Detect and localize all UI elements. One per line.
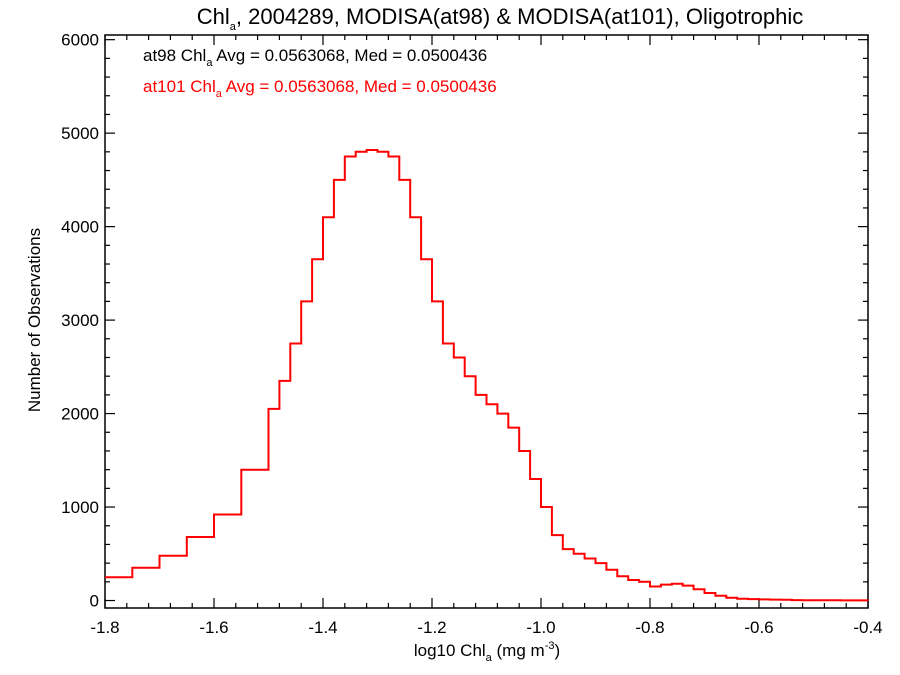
y-tick-label: 6000 [61,31,99,50]
y-tick-label: 3000 [61,311,99,330]
tick-labels: -1.8 -1.6 -1.4 -1.2 -1.0 -0.8 -0.6 -0.4 0 1000 200… [61,31,882,637]
x-tick-label: -1.0 [526,618,555,637]
histogram-series-line [105,149,869,602]
y-tick-label: 0 [90,592,99,611]
y-tick-label: 2000 [61,405,99,424]
x-tick-label: -1.6 [199,618,228,637]
y-tick-label: 1000 [61,498,99,517]
axes-frame [104,34,869,609]
x-tick-label: -0.6 [744,618,773,637]
x-tick-label: -0.8 [635,618,664,637]
axis-ticks [104,35,869,608]
x-axis-label: log10 Chla (mg m-3) [414,640,560,664]
x-tick-label: -1.4 [308,618,337,637]
annotation-at101: at101 Chla Avg = 0.0563068, Med = 0.0500… [143,77,497,100]
x-tick-label: -0.4 [853,618,882,637]
plot-area-border [104,34,869,609]
chart-title: Chla, 2004289, MODISA(at98) & MODISA(at1… [197,4,804,33]
x-tick-label: -1.2 [417,618,446,637]
y-axis-label: Number of Observations [25,228,44,412]
annotation-at98: at98 Chla Avg = 0.0563068, Med = 0.05004… [143,46,487,69]
x-tick-label: -1.8 [90,618,119,637]
y-tick-label: 4000 [61,218,99,237]
y-tick-label: 5000 [61,124,99,143]
